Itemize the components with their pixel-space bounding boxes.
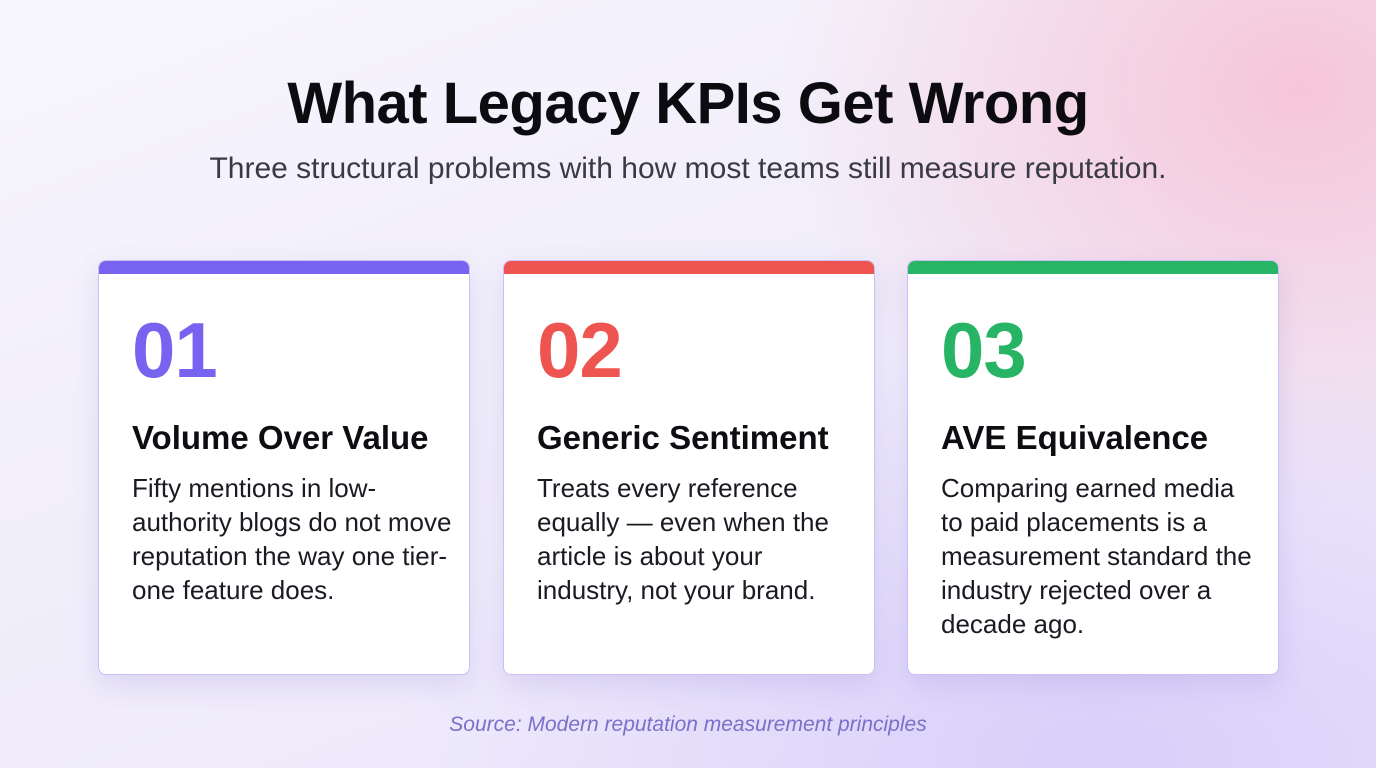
card-volume-over-value: 01 Volume Over Value Fifty mentions in l… [98,260,470,675]
card-ave-equivalence: 03 AVE Equivalence Comparing earned medi… [907,260,1279,675]
card-body: Fifty mentions in low-authority blogs do… [132,473,452,605]
card-accent-bar [504,261,874,274]
card-accent-bar [99,261,469,274]
source-note: Source: Modern reputation measurement pr… [449,713,927,736]
card-body: Comparing earned media to paid placement… [941,473,1252,639]
card-number: 01 [132,306,218,394]
page-title: What Legacy KPIs Get Wrong [287,71,1089,136]
card-accent-bar [908,261,1278,274]
card-body: Treats every reference equally — even wh… [537,473,829,605]
card-heading: Volume Over Value [132,419,429,456]
card-generic-sentiment: 02 Generic Sentiment Treats every refere… [503,260,875,675]
card-heading: Generic Sentiment [537,419,829,456]
page-subtitle: Three structural problems with how most … [209,152,1167,185]
card-heading: AVE Equivalence [941,419,1209,456]
card-number: 02 [537,306,623,394]
card-number: 03 [941,306,1027,394]
